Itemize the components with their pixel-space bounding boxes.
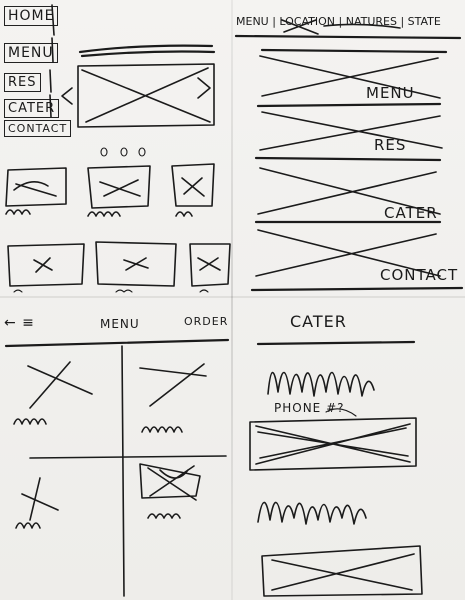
tab-menu[interactable]: MENU (100, 317, 140, 331)
phone-label: PHONE #? (274, 401, 345, 415)
pager-dot (120, 147, 128, 157)
paper-fold-horizontal (0, 296, 465, 298)
card-image (171, 163, 215, 207)
tab-order[interactable]: ORDER (184, 315, 229, 328)
pager-dot (100, 147, 108, 157)
nav-item-cater[interactable]: CATER (4, 99, 60, 118)
hero-image-placeholder (77, 63, 215, 128)
back-menu-button[interactable]: ← ≡ (4, 315, 35, 331)
section-label-res: RES (374, 136, 407, 154)
pager-dot (138, 147, 146, 157)
text-placeholder (267, 371, 375, 397)
paper-fold-vertical (231, 0, 233, 600)
card-image (5, 167, 67, 207)
card-image (95, 241, 177, 287)
top-navigation[interactable]: MENU | LOCATION | NATURES | STATE (236, 15, 441, 28)
nav-item-res[interactable]: RES (4, 73, 41, 92)
carousel-prev-arrow (61, 87, 73, 105)
page-title: CATER (290, 312, 347, 331)
nav-item-menu[interactable]: MENU (4, 43, 58, 63)
phone-input-placeholder (249, 417, 417, 471)
text-placeholder (257, 501, 367, 525)
nav-item-home[interactable]: HOME (4, 6, 59, 26)
submit-button-placeholder (261, 545, 423, 597)
carousel-next-arrow (197, 77, 211, 99)
card-image (7, 243, 85, 287)
card-image (87, 165, 151, 209)
nav-item-contact[interactable]: CONTACT (4, 120, 72, 137)
section-label-contact: CONTACT (380, 266, 459, 284)
card-image (189, 243, 231, 287)
